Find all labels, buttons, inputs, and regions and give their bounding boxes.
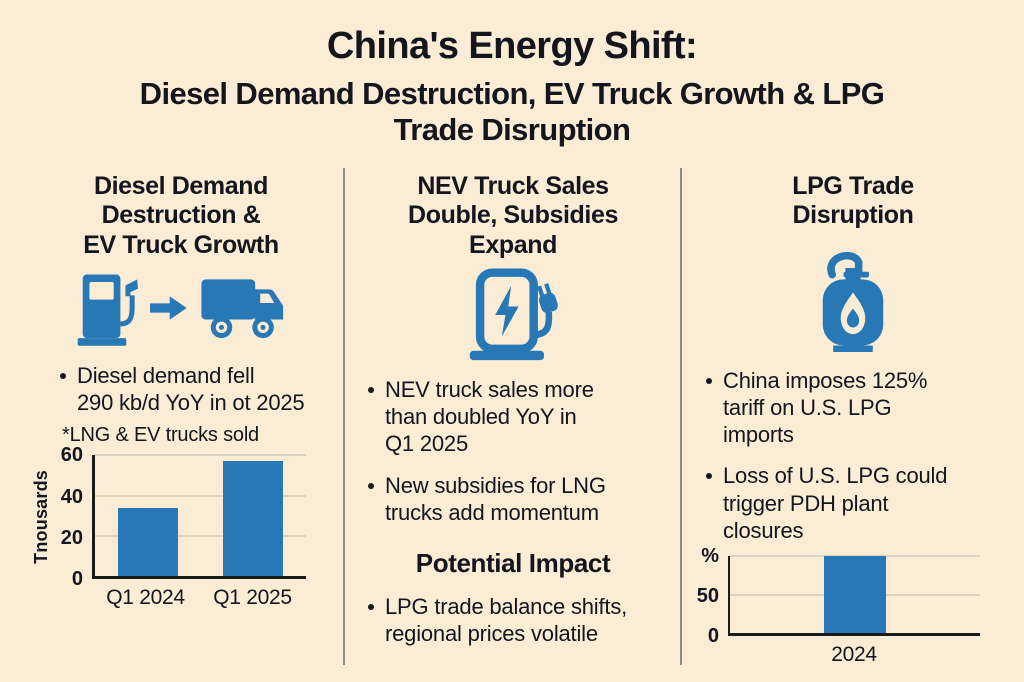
lpg-cylinder-icon <box>817 251 889 353</box>
column-nev-subsidies: NEV Truck Sales Double, Subsidies Expand… <box>352 172 674 648</box>
column-heading: Diesel Demand Destruction & EV Truck Gro… <box>83 172 279 259</box>
bar <box>823 556 887 634</box>
bar-slot <box>95 455 201 577</box>
y-tick-label: 0 <box>71 568 83 591</box>
chart-footnote: *LNG & EV trucks sold <box>62 424 259 447</box>
x-axis: Q1 2024 Q1 2025 <box>92 579 306 610</box>
bar <box>117 507 178 577</box>
x-tick-label: 2024 <box>831 643 877 667</box>
list-item: LPG trade balance shifts, regional price… <box>352 593 674 648</box>
subtitle-line-2: Trade Disruption <box>393 112 631 148</box>
page-title: China's Energy Shift: <box>326 25 698 67</box>
bullet-dot <box>368 604 374 611</box>
bullet-dot <box>706 473 712 480</box>
bullet-dot <box>368 386 374 393</box>
fuel-pump-icon <box>76 268 138 348</box>
icon-row <box>352 268 674 362</box>
bars-layer <box>95 455 307 577</box>
bar-slot <box>201 455 307 577</box>
y-axis-title: Tnousards <box>30 470 51 565</box>
lpg-import-share-chart: 0 50% 2024 <box>692 546 1014 667</box>
truck-sales-chart: Tnousards 0 20 40 60 Q1 2024 Q1 2025 <box>30 445 332 610</box>
y-tick-label: 40 <box>60 485 83 508</box>
bullet-text: Diesel demand fell 290 kb/d YoY in ot 20… <box>77 362 305 416</box>
bullet-text: Loss of U.S. LPG could trigger PDH plant… <box>723 463 948 543</box>
bullet-dot <box>368 482 374 489</box>
page-subtitle: Diesel Demand Destruction, EV Truck Grow… <box>0 76 1024 149</box>
gridline <box>95 534 306 537</box>
y-axis: 0 20 40 60 <box>52 445 92 589</box>
bullet-text: NEV truck sales more than doubled YoY in… <box>385 376 594 457</box>
gridline <box>95 454 306 457</box>
y-tick-label: 60 <box>60 444 83 467</box>
subtitle-line-1: Diesel Demand Destruction, EV Truck Grow… <box>139 75 885 111</box>
y-tick-label: 50 <box>696 585 719 608</box>
column-heading: NEV Truck Sales Double, Subsidies Expand <box>408 172 618 259</box>
column-heading: LPG Trade Disruption <box>792 172 914 230</box>
list-item: China imposes 125% tariff on U.S. LPG im… <box>692 367 1014 449</box>
bar <box>223 461 284 577</box>
y-tick-label: 20 <box>60 526 83 549</box>
header: China's Energy Shift: Diesel Demand Dest… <box>0 25 1024 149</box>
bullet-text: New subsidies for LNG trucks add momentu… <box>385 472 606 525</box>
bullet-dot <box>60 372 66 379</box>
column-divider <box>343 168 345 665</box>
x-tick-label: Q1 2024 <box>106 586 185 610</box>
truck-icon <box>200 268 286 348</box>
icon-row <box>692 251 1014 353</box>
chart-plot-area <box>92 454 307 580</box>
bullet-text: LPG trade balance shifts, regional price… <box>385 594 628 647</box>
bars-layer <box>730 556 980 634</box>
column-divider <box>680 168 682 665</box>
list-item: Loss of U.S. LPG could trigger PDH plant… <box>692 462 1014 544</box>
x-axis: 2024 <box>728 636 980 667</box>
arrow-right-icon <box>150 289 188 327</box>
bar-slot <box>730 556 980 634</box>
list-item: NEV truck sales more than doubled YoY in… <box>352 376 674 458</box>
y-axis-unit-label: % <box>701 545 719 568</box>
impact-heading: Potential Impact <box>415 548 611 579</box>
x-tick-label: Q1 2025 <box>213 586 292 610</box>
y-axis-title-box: Tnousards <box>30 455 52 579</box>
ev-charger-icon <box>463 268 563 362</box>
chart-plot-area <box>728 555 980 637</box>
bullet-dot <box>706 377 712 384</box>
y-axis: 0 50% <box>692 546 728 646</box>
gridline <box>95 494 306 497</box>
list-item: Diesel demand fell 290 kb/d YoY in ot 20… <box>30 362 332 417</box>
bullet-text: China imposes 125% tariff on U.S. LPG im… <box>723 367 928 448</box>
column-lpg-trade: LPG Trade Disruption China imposes 125% … <box>692 172 1014 667</box>
y-tick-label: 0 <box>707 625 719 648</box>
list-item: New subsidies for LNG trucks add momentu… <box>352 472 674 527</box>
column-diesel-ev: Diesel Demand Destruction & EV Truck Gro… <box>30 172 332 610</box>
icon-row <box>30 268 332 348</box>
